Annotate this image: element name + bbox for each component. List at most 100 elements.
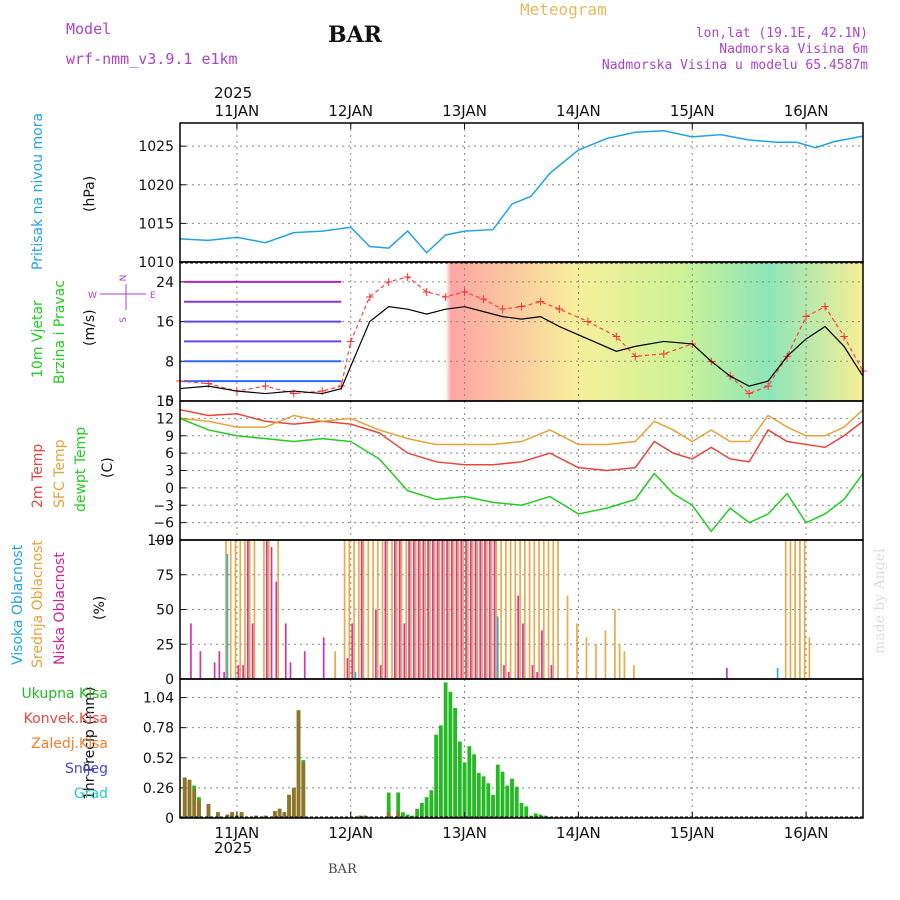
low-cloud-bar <box>265 540 268 679</box>
wind-gust-marker: + <box>441 290 451 304</box>
mid-cloud-bar <box>348 540 351 679</box>
wind-barb-band <box>341 262 863 401</box>
mid-cloud-bar <box>353 540 355 679</box>
mid-cloud-bar <box>789 540 792 679</box>
mid-cloud-bar <box>486 540 488 679</box>
low-cloud-bar <box>474 540 477 679</box>
wind-gust-marker: + <box>203 377 213 391</box>
mid-cloud-bar <box>448 540 450 679</box>
mid-cloud-bar <box>595 644 597 679</box>
total-precip-bar <box>495 764 500 818</box>
y-tick-label: 0 <box>165 811 174 827</box>
legend-total-precip: Ukupna Kisa <box>21 686 108 702</box>
conv-precip-bar <box>197 800 201 818</box>
conv-precip-bar <box>363 815 367 818</box>
mid-cloud-bar <box>362 540 365 679</box>
mid-cloud-bar <box>523 540 526 679</box>
low-cloud-bar <box>441 540 444 679</box>
total-precip-bar <box>486 783 491 818</box>
y-tick-label: 3 <box>165 464 174 480</box>
mid-cloud-bar <box>462 540 465 679</box>
low-cloud-bar <box>270 546 273 679</box>
panel-frame <box>179 678 864 819</box>
mid-cloud-bar <box>533 540 536 679</box>
wind-gust-marker: + <box>630 349 640 363</box>
mid-cloud-bar <box>808 637 811 679</box>
x-tick-label-bottom: 13JAN <box>442 824 487 842</box>
wind-gust-marker: + <box>317 384 327 398</box>
low-cloud-bar <box>384 540 387 679</box>
total-precip-bar <box>505 785 510 818</box>
y-tick-label: −3 <box>153 498 174 514</box>
low-cloud-bar <box>360 540 363 679</box>
total-precip-bar <box>443 682 448 818</box>
x-tick-label-bottom: 11JAN <box>215 824 260 842</box>
mid-cloud-bar <box>509 540 512 679</box>
mid-cloud-bar <box>604 630 607 679</box>
wind-gust-marker: + <box>422 285 432 299</box>
y-tick-label: −9 <box>153 533 174 549</box>
mid-cloud-bar <box>429 540 431 679</box>
low-cloud-bar <box>460 540 463 679</box>
mid-cloud-bar <box>234 540 237 679</box>
conv-precip-bar <box>239 812 244 818</box>
mid-cloud-bar <box>538 540 540 679</box>
conv-precip-bar <box>216 812 220 818</box>
wind-gust-marker: + <box>801 310 811 324</box>
low-cloud-bar <box>275 581 278 679</box>
low-cloud-bar <box>351 623 354 679</box>
low-cloud-bar <box>412 540 415 679</box>
total-precip-bar <box>396 792 401 818</box>
mid-cloud-bar <box>519 540 521 679</box>
total-precip-bar <box>514 786 519 818</box>
total-precip-bar <box>462 762 467 818</box>
y-tick-label: 50 <box>156 603 174 619</box>
wind-gust-marker: + <box>820 300 830 314</box>
mid-cloud-bar <box>414 540 417 679</box>
conv-precip-bar <box>230 812 235 818</box>
year-label-bottom: 2025 <box>214 839 253 857</box>
mid-cloud-bar <box>433 540 436 679</box>
legend-snow: Snijeg <box>64 761 108 777</box>
y-tick-label: −6 <box>153 516 174 532</box>
low-cloud-bar <box>284 623 287 679</box>
low-cloud-bar <box>417 540 420 679</box>
station-title: BAR <box>328 22 382 48</box>
conv-precip-bar <box>301 762 306 818</box>
low-cloud-bar <box>213 662 216 679</box>
low-cloud-bar <box>408 540 410 679</box>
conv-precip-bar <box>291 787 296 818</box>
low-cloud-bar <box>479 540 482 679</box>
high-cloud-bar <box>776 667 779 679</box>
low-cloud-bar <box>289 662 292 679</box>
year-label-top: 2025 <box>214 84 253 102</box>
mid-cloud-bar <box>618 644 621 679</box>
low-cloud-bar <box>218 651 221 679</box>
total-precip-bar <box>429 790 434 818</box>
legend-hail: Grad <box>73 786 108 802</box>
mid-cloud-bar <box>803 540 806 679</box>
y-tick-label: 9 <box>165 429 174 445</box>
mid-cloud-bar <box>438 540 441 679</box>
mid-cloud-bar <box>386 540 389 679</box>
x-tick-label-bottom: 16JAN <box>784 824 829 842</box>
y-tick-label: 1010 <box>138 255 174 271</box>
mid-cloud-bar <box>244 540 246 679</box>
wind-gust-marker: + <box>365 290 375 304</box>
mid-cloud-bar <box>267 540 270 679</box>
x-tick-label-bottom: 12JAN <box>328 824 373 842</box>
sfc-temp-line <box>179 409 864 446</box>
wind-gust-marker: + <box>839 329 849 343</box>
low-cloud-bar <box>536 672 539 679</box>
conv-precip-bar <box>396 812 401 818</box>
conv-precip-bar <box>182 777 187 818</box>
wind-gust-marker: + <box>336 379 346 393</box>
conv-precip-bar <box>287 794 291 818</box>
high-cloud-bar <box>226 553 229 679</box>
mid-cloud-bar <box>263 540 265 679</box>
mid-cloud-bar <box>225 540 227 679</box>
wind-gust-marker: + <box>744 387 754 401</box>
x-tick-label-top: 16JAN <box>784 102 829 120</box>
mid-cloud-bar <box>424 540 427 679</box>
